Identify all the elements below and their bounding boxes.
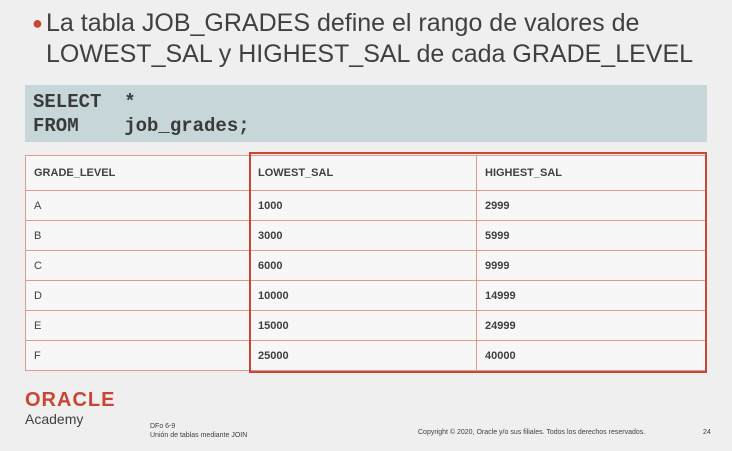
cell-highest-sal: 40000 — [476, 340, 706, 371]
table-row: D 10000 14999 — [25, 280, 706, 311]
table-row: C 6000 9999 — [25, 250, 706, 281]
table-row: F 25000 40000 — [25, 340, 706, 371]
header-grade-level: GRADE_LEVEL — [25, 155, 250, 191]
page-number: 24 — [703, 429, 711, 436]
cell-highest-sal: 2999 — [476, 190, 706, 221]
cell-grade-level: F — [25, 340, 250, 371]
course-code: DFo 6-9 — [150, 423, 176, 430]
cell-grade-level: C — [25, 250, 250, 281]
job-grades-table: GRADE_LEVEL LOWEST_SAL HIGHEST_SAL A 100… — [25, 155, 706, 371]
sql-code-block: SELECT * FROM job_grades; — [25, 85, 707, 142]
cell-highest-sal: 9999 — [476, 250, 706, 281]
cell-lowest-sal: 25000 — [249, 340, 477, 371]
table-row: E 15000 24999 — [25, 310, 706, 341]
cell-grade-level: B — [25, 220, 250, 251]
cell-grade-level: A — [25, 190, 250, 221]
header-lowest-sal: LOWEST_SAL — [249, 155, 477, 191]
cell-lowest-sal: 1000 — [249, 190, 477, 221]
footer-course-info: DFo 6-9 Unión de tablas mediante JOIN — [150, 422, 247, 440]
cell-lowest-sal: 15000 — [249, 310, 477, 341]
cell-grade-level: E — [25, 310, 250, 341]
bullet-line-1: La tabla JOB_GRADES define el rango de v… — [46, 9, 640, 37]
table-header-row: GRADE_LEVEL LOWEST_SAL HIGHEST_SAL — [25, 155, 706, 191]
cell-lowest-sal: 10000 — [249, 280, 477, 311]
academy-label: Academy — [25, 411, 84, 427]
sql-line-from: FROM job_grades; — [33, 115, 250, 137]
bullet-dot-icon: ● — [32, 13, 43, 33]
cell-highest-sal: 24999 — [476, 310, 706, 341]
cell-lowest-sal: 6000 — [249, 250, 477, 281]
sql-line-select: SELECT * — [33, 91, 136, 113]
bullet-line-2: LOWEST_SAL y HIGHEST_SAL de cada GRADE_L… — [46, 40, 694, 68]
cell-lowest-sal: 3000 — [249, 220, 477, 251]
copyright-notice: Copyright © 2020, Oracle y/o sus filiale… — [418, 429, 646, 436]
bullet-text: La tabla JOB_GRADES define el rango de v… — [46, 8, 693, 70]
cell-grade-level: D — [25, 280, 250, 311]
table-row: A 1000 2999 — [25, 190, 706, 221]
course-title: Unión de tablas mediante JOIN — [150, 432, 248, 439]
header-highest-sal: HIGHEST_SAL — [476, 155, 706, 191]
cell-highest-sal: 14999 — [476, 280, 706, 311]
table-row: B 3000 5999 — [25, 220, 706, 251]
cell-highest-sal: 5999 — [476, 220, 706, 251]
oracle-logo: ORACLE — [25, 389, 116, 411]
